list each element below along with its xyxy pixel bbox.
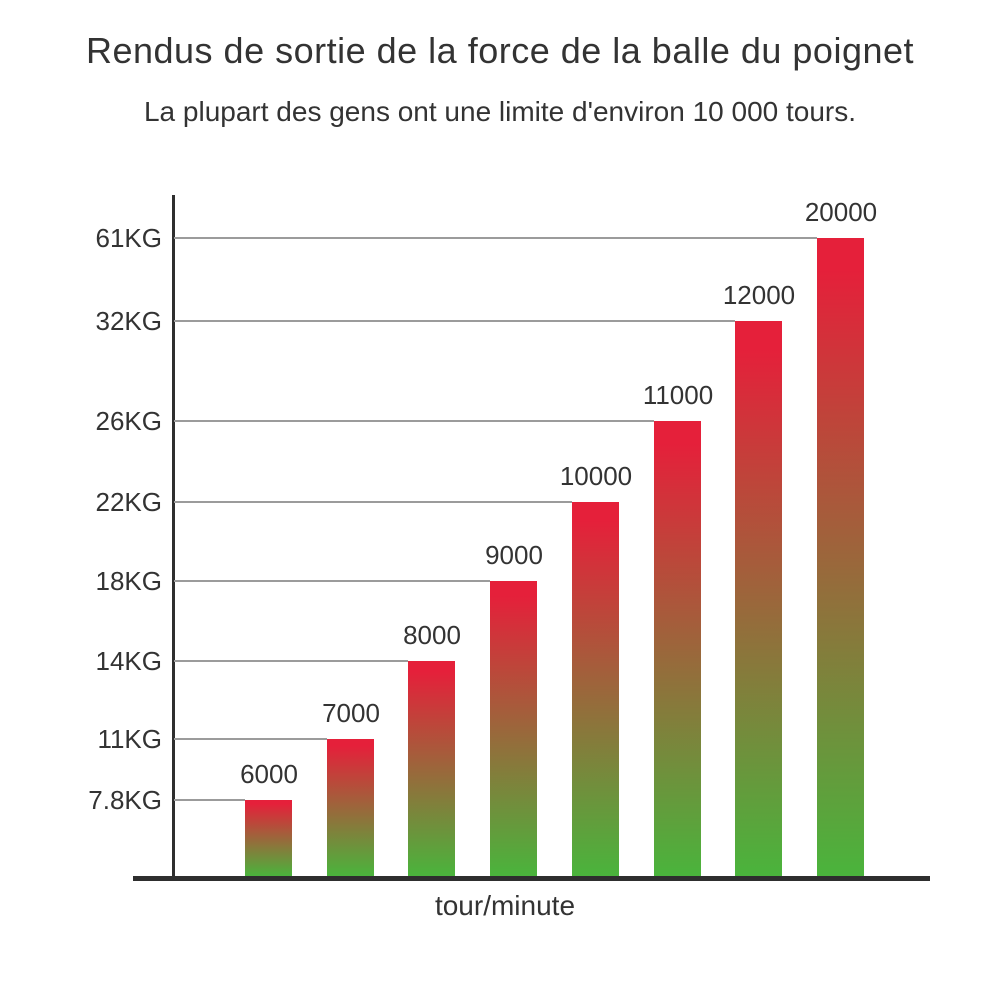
y-tick-label: 61KG bbox=[95, 223, 163, 253]
bar-value-label: 12000 bbox=[722, 280, 796, 310]
bar bbox=[408, 661, 455, 876]
bar bbox=[817, 238, 864, 876]
gridline bbox=[174, 237, 817, 239]
x-axis-line bbox=[133, 876, 930, 881]
gridline bbox=[174, 660, 408, 662]
bar-value-label: 7000 bbox=[322, 698, 380, 728]
x-axis-label: tour/minute bbox=[434, 890, 576, 921]
bar bbox=[735, 321, 782, 876]
gridline bbox=[174, 580, 490, 582]
y-tick-label: 11KG bbox=[97, 724, 162, 754]
gridline bbox=[174, 420, 654, 422]
y-tick-label: 26KG bbox=[95, 406, 163, 436]
y-tick-label: 14KG bbox=[95, 646, 163, 676]
bar-value-label: 9000 bbox=[485, 540, 543, 570]
gridline bbox=[174, 501, 572, 503]
bar bbox=[572, 502, 619, 876]
bar bbox=[654, 421, 701, 876]
bar-value-label: 20000 bbox=[804, 197, 878, 227]
chart-title: Rendus de sortie de la force de la balle… bbox=[85, 30, 915, 71]
bar-value-label: 6000 bbox=[240, 759, 298, 789]
gridline bbox=[174, 320, 735, 322]
gridline bbox=[174, 799, 245, 801]
bar-value-label: 10000 bbox=[559, 461, 633, 491]
y-tick-label: 7.8KG bbox=[88, 785, 162, 815]
chart-subtitle: La plupart des gens ont une limite d'env… bbox=[143, 96, 857, 127]
y-tick-label: 32KG bbox=[95, 306, 163, 336]
bar bbox=[327, 739, 374, 876]
bar bbox=[245, 800, 292, 876]
y-axis-line bbox=[172, 195, 175, 881]
y-tick-label: 18KG bbox=[95, 566, 163, 596]
bar-value-label: 11000 bbox=[642, 380, 714, 410]
y-tick-label: 22KG bbox=[95, 487, 163, 517]
bar bbox=[490, 581, 537, 876]
bar-value-label: 8000 bbox=[403, 620, 461, 650]
gridline bbox=[174, 738, 327, 740]
